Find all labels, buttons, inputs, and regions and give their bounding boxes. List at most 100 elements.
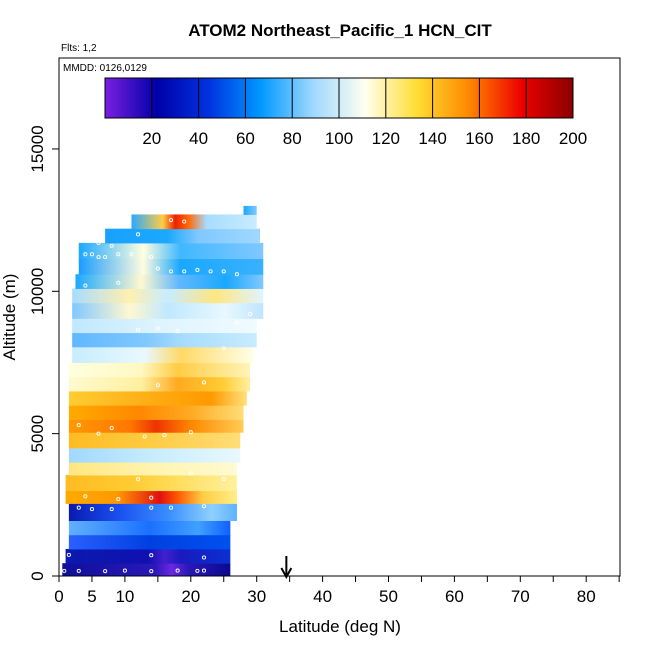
x-tick-label: 10: [115, 587, 134, 606]
observation-point: [201, 504, 207, 509]
heatmap-band: [65, 474, 237, 492]
observation-point: [83, 494, 88, 499]
observation-point: [96, 240, 101, 245]
plot-frame: [58, 57, 621, 577]
observation-point: [109, 243, 114, 248]
y-tick-label: 5000: [28, 415, 47, 453]
observation-point: [96, 255, 101, 260]
heatmap-band: [72, 318, 257, 334]
heatmap-band: [78, 258, 264, 275]
x-tick-label: 20: [181, 587, 200, 606]
heatmap-band: [68, 462, 237, 476]
heatmap-band: [68, 534, 231, 550]
observation-point: [188, 430, 193, 435]
observation-point: [168, 505, 174, 510]
observation-point: [122, 568, 127, 573]
heatmap-band: [65, 490, 237, 504]
heatmap-band: [105, 228, 260, 244]
heatmap-band: [68, 432, 241, 449]
colorbar-tick-label: 80: [283, 129, 302, 148]
flights-note: Flts: 1,2: [61, 43, 97, 54]
observation-point: [195, 568, 200, 573]
x-tick-label: 5: [87, 587, 96, 606]
observation-point: [149, 553, 154, 558]
x-tick-label: 60: [445, 587, 464, 606]
heatmap-band: [72, 302, 264, 319]
y-axis-label: Altitude (m): [0, 274, 19, 361]
observation-point: [96, 431, 101, 436]
y-tick-label: 0: [28, 571, 47, 580]
heatmap-band: [78, 242, 264, 260]
heatmap-band: [68, 405, 244, 420]
colorbar: 20 40 60 80 100 120 140 160 180 200: [104, 77, 587, 148]
observation-point: [182, 219, 187, 224]
observation-point: [221, 477, 226, 482]
observation-point: [188, 471, 193, 476]
heatmap-band: [62, 563, 231, 577]
observation-point: [116, 280, 121, 285]
observation-point: [234, 272, 239, 277]
observation-point: [62, 568, 67, 573]
x-tick-label: 0: [54, 587, 63, 606]
observation-point: [83, 252, 88, 257]
observation-point: [162, 433, 167, 438]
observation-point: [155, 326, 160, 331]
observation-point: [136, 327, 141, 332]
observation-point: [149, 255, 154, 260]
x-tick-label: 50: [379, 587, 398, 606]
colorbar-tick-label: 100: [325, 129, 353, 148]
heatmap-band: [75, 274, 264, 289]
heatmap-band: [68, 520, 231, 536]
y-tick-label: 10000: [28, 268, 47, 315]
observation-point: [76, 568, 81, 573]
x-axis-label: Latitude (deg N): [279, 617, 401, 636]
observation-point: [116, 252, 121, 257]
observation-point: [149, 495, 154, 500]
observation-point: [155, 383, 160, 388]
arrow-head: [280, 567, 293, 580]
observation-point: [142, 434, 147, 439]
colorbar-tick-label: 60: [236, 129, 255, 148]
colorbar-tick-label: 200: [559, 129, 587, 148]
x-tick-label: 70: [511, 587, 530, 606]
observation-point: [168, 218, 174, 223]
colorbar-tick-label: 120: [372, 129, 400, 148]
colorbar-tick-label: 40: [189, 129, 208, 148]
observation-point: [89, 252, 94, 257]
heatmap-band: [68, 503, 237, 521]
observation-point: [103, 255, 108, 260]
chart-title: ATOM2 Northeast_Pacific_1 HCN_CIT: [188, 21, 492, 40]
heatmap-band: [131, 214, 257, 230]
observation-point: [89, 507, 94, 512]
observation-point: [109, 507, 114, 512]
observation-point: [182, 269, 187, 274]
x-tick-label: 30: [247, 587, 266, 606]
y-axis: 0 5000 10000 15000: [28, 125, 59, 581]
observation-point: [201, 555, 207, 560]
heatmap-band: [72, 346, 254, 363]
observation-point: [109, 425, 114, 431]
heatmap-layer: [62, 205, 264, 577]
observation-point: [129, 252, 134, 257]
observation-point: [155, 266, 160, 271]
observation-point: [168, 269, 174, 274]
observation-point: [248, 312, 253, 317]
dates-note: MMDD: 0126,0129: [63, 63, 147, 74]
observation-point: [116, 497, 121, 502]
heatmap-band: [68, 447, 241, 463]
colorbar-tick-label: 160: [465, 129, 493, 148]
arrow-marker: [280, 556, 293, 580]
observation-point: [76, 423, 81, 428]
observation-point: [76, 505, 81, 510]
observation-point: [221, 346, 226, 351]
heatmap-band: [68, 419, 244, 433]
y-tick-label: 15000: [28, 125, 47, 172]
heatmap-band: [243, 205, 257, 215]
observation-point: [175, 329, 180, 334]
observation-point: [136, 477, 141, 482]
heatmap-band: [65, 548, 231, 564]
colorbar-tick-label: 140: [418, 129, 446, 148]
observation-point: [221, 269, 226, 274]
observation-point: [208, 269, 213, 274]
